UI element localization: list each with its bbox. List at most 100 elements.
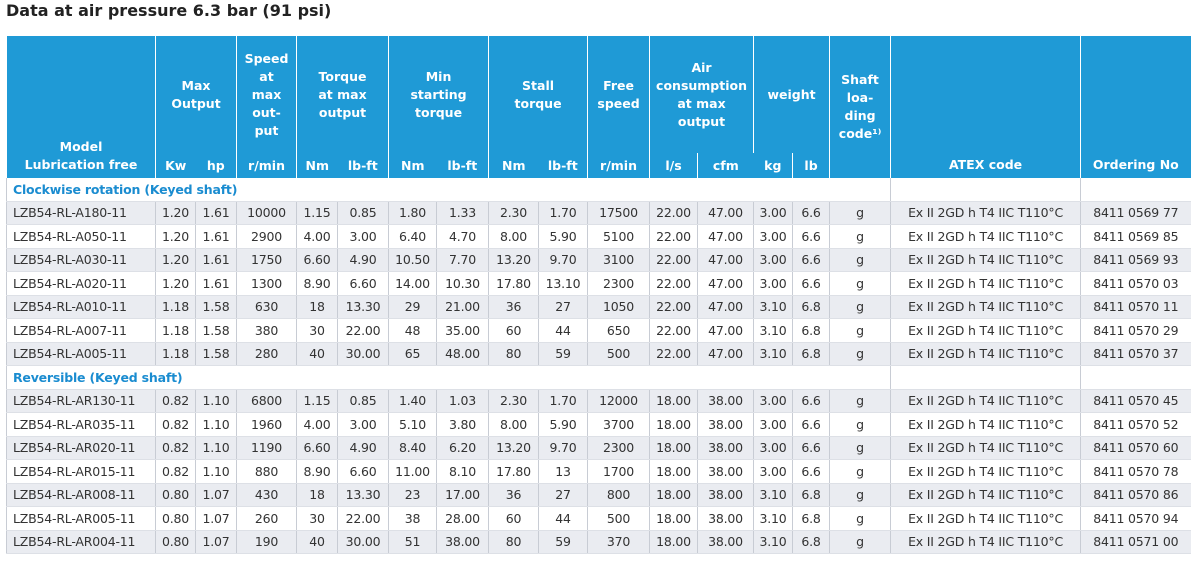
data-cell: 8411 0569 85	[1080, 224, 1191, 249]
data-cell: 44	[538, 506, 588, 531]
data-cell: 3.00	[753, 224, 793, 249]
data-cell: g	[829, 201, 891, 225]
data-cell: 8411 0570 11	[1080, 295, 1191, 319]
data-cell: 1.18	[155, 295, 196, 319]
data-cell: 1.15	[296, 201, 338, 225]
data-cell: 18.00	[649, 459, 698, 484]
data-cell: 3.80	[436, 412, 489, 437]
model-cell: LZB54-RL-A050-11	[6, 224, 156, 249]
data-cell: 1.61	[194, 224, 237, 249]
data-cell: 14.00	[388, 271, 437, 296]
data-cell: Ex II 2GD h T4 IIC T110°C	[890, 459, 1081, 484]
data-cell: 22.00	[649, 342, 698, 366]
data-cell: 0.80	[155, 506, 196, 531]
data-cell: 1.18	[155, 342, 196, 366]
data-cell: Ex II 2GD h T4 IIC T110°C	[890, 248, 1081, 272]
data-cell: 2300	[587, 271, 650, 296]
data-cell: 38.00	[697, 459, 754, 484]
data-cell: 47.00	[697, 224, 754, 249]
data-cell: 6.6	[792, 248, 830, 272]
data-cell: 500	[587, 506, 650, 531]
data-cell: 11.00	[388, 459, 437, 484]
data-cell: 1.20	[155, 224, 196, 249]
model-cell: LZB54-RL-A020-11	[6, 271, 156, 296]
data-cell: 10.50	[388, 248, 437, 272]
empty-cell	[890, 365, 1081, 390]
data-cell: 51	[388, 530, 437, 554]
data-cell: 0.85	[337, 201, 389, 225]
data-cell: 23	[388, 483, 437, 507]
page-title: Data at air pressure 6.3 bar (91 psi)	[6, 1, 332, 20]
data-cell: 3.00	[753, 459, 793, 484]
data-cell: 8411 0570 29	[1080, 318, 1191, 343]
data-cell: 2.30	[488, 389, 539, 413]
data-cell: 17.00	[436, 483, 489, 507]
data-cell: 4.70	[436, 224, 489, 249]
group-header: Max Output	[154, 36, 237, 153]
data-cell: 80	[488, 342, 539, 366]
data-cell: Ex II 2GD h T4 IIC T110°C	[890, 483, 1081, 507]
data-cell: g	[829, 271, 891, 296]
model-cell: LZB54-RL-AR130-11	[6, 389, 156, 413]
model-cell: LZB54-RL-A180-11	[6, 201, 156, 225]
data-cell: 6.8	[792, 506, 830, 531]
data-cell: 17500	[587, 201, 650, 225]
data-row: LZB54-RL-A050-11 1.20 1.61 2900 4.00 3.00 6.40…	[6, 224, 1191, 249]
unit-header-row: Kw hp r/min Nm lb-ft Nm lb-ft Nm lb-ft r/min l/s cf…	[7, 153, 1191, 178]
data-cell: 21.00	[436, 295, 489, 319]
data-cell: 22.00	[649, 201, 698, 225]
data-cell: 6.8	[792, 318, 830, 343]
unit-header: Nm	[296, 153, 338, 178]
data-cell: 47.00	[697, 342, 754, 366]
section-title: Reversible (Keyed shaft)	[5, 365, 891, 390]
data-cell: Ex II 2GD h T4 IIC T110°C	[890, 201, 1081, 225]
data-cell: 18.00	[649, 436, 698, 460]
model-cell: LZB54-RL-AR035-11	[6, 412, 156, 437]
data-cell: 0.80	[155, 530, 196, 554]
data-cell: 3.10	[753, 342, 793, 366]
data-cell: 6.8	[792, 295, 830, 319]
data-cell: 22.00	[649, 295, 698, 319]
section-row: Clockwise rotation (Keyed shaft)	[5, 178, 1191, 202]
data-cell: 1.10	[194, 436, 237, 460]
model-cell: LZB54-RL-A030-11	[6, 248, 156, 272]
data-cell: 6.6	[792, 224, 830, 249]
section-title: Clockwise rotation (Keyed shaft)	[5, 178, 891, 202]
data-cell: 650	[587, 318, 650, 343]
data-cell: 3.10	[753, 483, 793, 507]
data-cell: 27	[538, 483, 588, 507]
group-header: Air consumption at max output	[649, 36, 754, 153]
data-row: LZB54-RL-AR004-11 0.80 1.07 190 40 30.00 51 38.…	[6, 530, 1191, 554]
data-cell: 22.00	[649, 248, 698, 272]
table-head: Model Lubrication free Max Output Speed at…	[6, 36, 1191, 178]
data-cell: 6.6	[792, 201, 830, 225]
data-cell: 1700	[587, 459, 650, 484]
data-cell: 38.00	[697, 412, 754, 437]
data-cell: Ex II 2GD h T4 IIC T110°C	[890, 530, 1081, 554]
data-cell: 1.80	[388, 201, 437, 225]
data-cell: 4.90	[337, 248, 389, 272]
data-cell: 47.00	[697, 271, 754, 296]
data-cell: 18.00	[649, 389, 698, 413]
data-cell: 60	[488, 318, 539, 343]
unit-header: hp	[195, 153, 237, 178]
data-cell: 47.00	[697, 318, 754, 343]
data-cell: 260	[236, 506, 297, 531]
data-cell: 30	[296, 506, 338, 531]
data-cell: 6.20	[436, 436, 489, 460]
group-header: Torque at max output	[296, 36, 389, 153]
data-cell: 30	[296, 318, 338, 343]
data-cell: 0.85	[337, 389, 389, 413]
data-cell: 3.00	[337, 224, 389, 249]
data-cell: 44	[538, 318, 588, 343]
data-cell: 13.20	[488, 248, 539, 272]
data-cell: 6.60	[337, 459, 389, 484]
data-cell: 38.00	[697, 389, 754, 413]
data-cell: 9.70	[538, 248, 588, 272]
data-cell: 13.30	[337, 295, 389, 319]
data-cell: 1.20	[155, 201, 196, 225]
data-cell: Ex II 2GD h T4 IIC T110°C	[890, 271, 1081, 296]
data-cell: g	[829, 506, 891, 531]
data-cell: 22.00	[649, 318, 698, 343]
